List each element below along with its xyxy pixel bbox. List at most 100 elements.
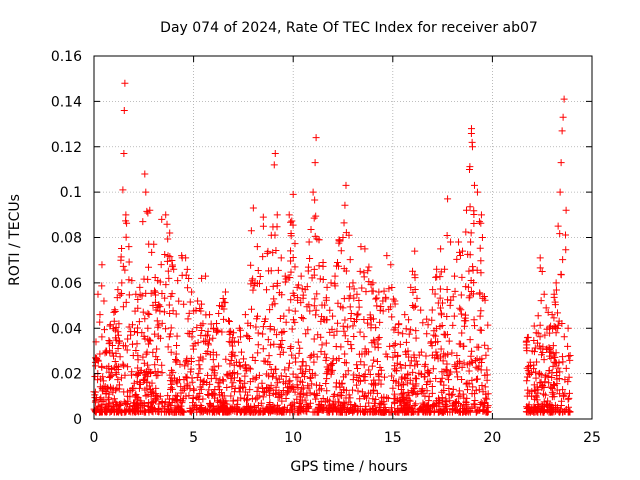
data-point xyxy=(125,243,133,251)
data-point xyxy=(287,218,295,226)
data-point xyxy=(164,252,172,260)
data-point xyxy=(482,390,490,398)
data-point xyxy=(190,385,198,393)
data-point xyxy=(404,370,412,378)
data-point xyxy=(399,381,407,389)
data-point xyxy=(565,394,573,402)
data-point xyxy=(455,387,463,395)
data-point xyxy=(403,393,411,401)
data-point xyxy=(351,401,359,409)
data-point xyxy=(282,318,290,326)
data-point xyxy=(460,342,468,350)
data-point xyxy=(449,321,457,329)
data-point xyxy=(277,390,285,398)
data-point xyxy=(418,386,426,394)
data-point xyxy=(540,356,548,364)
data-point xyxy=(227,338,235,346)
x-tick-label: 25 xyxy=(583,430,601,446)
data-point xyxy=(312,212,320,220)
data-point xyxy=(166,229,174,237)
data-point xyxy=(207,320,215,328)
data-point xyxy=(249,275,257,283)
data-point xyxy=(306,374,314,382)
data-point xyxy=(254,312,262,320)
data-point xyxy=(459,247,467,255)
data-point xyxy=(458,273,466,281)
data-point xyxy=(144,335,152,343)
data-point xyxy=(390,341,398,349)
data-point xyxy=(337,343,345,351)
data-point xyxy=(260,408,268,416)
data-point xyxy=(118,408,126,416)
data-point xyxy=(541,378,549,386)
data-point xyxy=(189,394,197,402)
data-point xyxy=(421,392,429,400)
data-point xyxy=(273,211,281,219)
data-point xyxy=(275,404,283,412)
data-point xyxy=(310,302,318,310)
data-point xyxy=(225,338,233,346)
data-point xyxy=(357,358,365,366)
data-point xyxy=(353,364,361,372)
data-point xyxy=(478,234,486,241)
data-point xyxy=(230,361,238,369)
data-point xyxy=(114,366,122,374)
data-point xyxy=(483,408,491,416)
data-point xyxy=(202,350,210,358)
data-point xyxy=(114,344,122,352)
data-point xyxy=(321,350,329,358)
data-point xyxy=(387,303,395,311)
chart-title: Day 074 of 2024, Rate Of TEC Index for r… xyxy=(160,20,538,36)
data-point xyxy=(324,368,332,376)
data-point xyxy=(265,387,273,395)
data-point xyxy=(319,406,327,414)
data-point xyxy=(409,368,417,376)
data-point xyxy=(410,401,418,409)
data-point xyxy=(173,341,181,349)
data-point xyxy=(124,363,132,371)
data-point xyxy=(367,315,375,323)
data-point xyxy=(428,316,436,324)
data-point xyxy=(139,353,147,361)
data-point xyxy=(291,354,299,362)
data-point xyxy=(259,385,267,393)
data-point xyxy=(252,373,260,381)
data-point xyxy=(271,300,279,308)
data-point xyxy=(164,392,172,400)
data-point xyxy=(331,404,339,412)
data-point xyxy=(556,188,564,196)
data-point xyxy=(123,346,131,354)
data-point xyxy=(311,232,319,240)
data-point xyxy=(293,395,301,403)
data-point xyxy=(197,321,205,329)
data-point xyxy=(327,279,335,287)
data-point xyxy=(144,391,152,399)
data-point xyxy=(478,382,486,390)
data-point xyxy=(288,217,296,225)
data-point xyxy=(438,388,446,396)
data-point xyxy=(143,207,151,215)
data-point xyxy=(288,351,296,359)
data-point xyxy=(137,407,145,415)
data-point xyxy=(299,358,307,366)
data-point xyxy=(205,336,213,344)
x-tick-label: 10 xyxy=(284,430,302,446)
data-point xyxy=(227,327,235,335)
data-point xyxy=(289,316,297,324)
data-point xyxy=(233,400,241,408)
data-point xyxy=(476,326,484,334)
data-point xyxy=(340,327,348,335)
data-point xyxy=(189,404,197,412)
data-point xyxy=(443,371,451,379)
data-point xyxy=(161,398,169,406)
data-point xyxy=(357,243,365,251)
data-point xyxy=(200,337,208,345)
data-point xyxy=(329,366,337,374)
data-point xyxy=(331,272,339,280)
data-point xyxy=(120,362,128,370)
data-point xyxy=(299,315,307,323)
data-point xyxy=(453,352,461,360)
data-point xyxy=(172,350,180,358)
data-point xyxy=(134,296,142,304)
data-point xyxy=(471,390,479,398)
